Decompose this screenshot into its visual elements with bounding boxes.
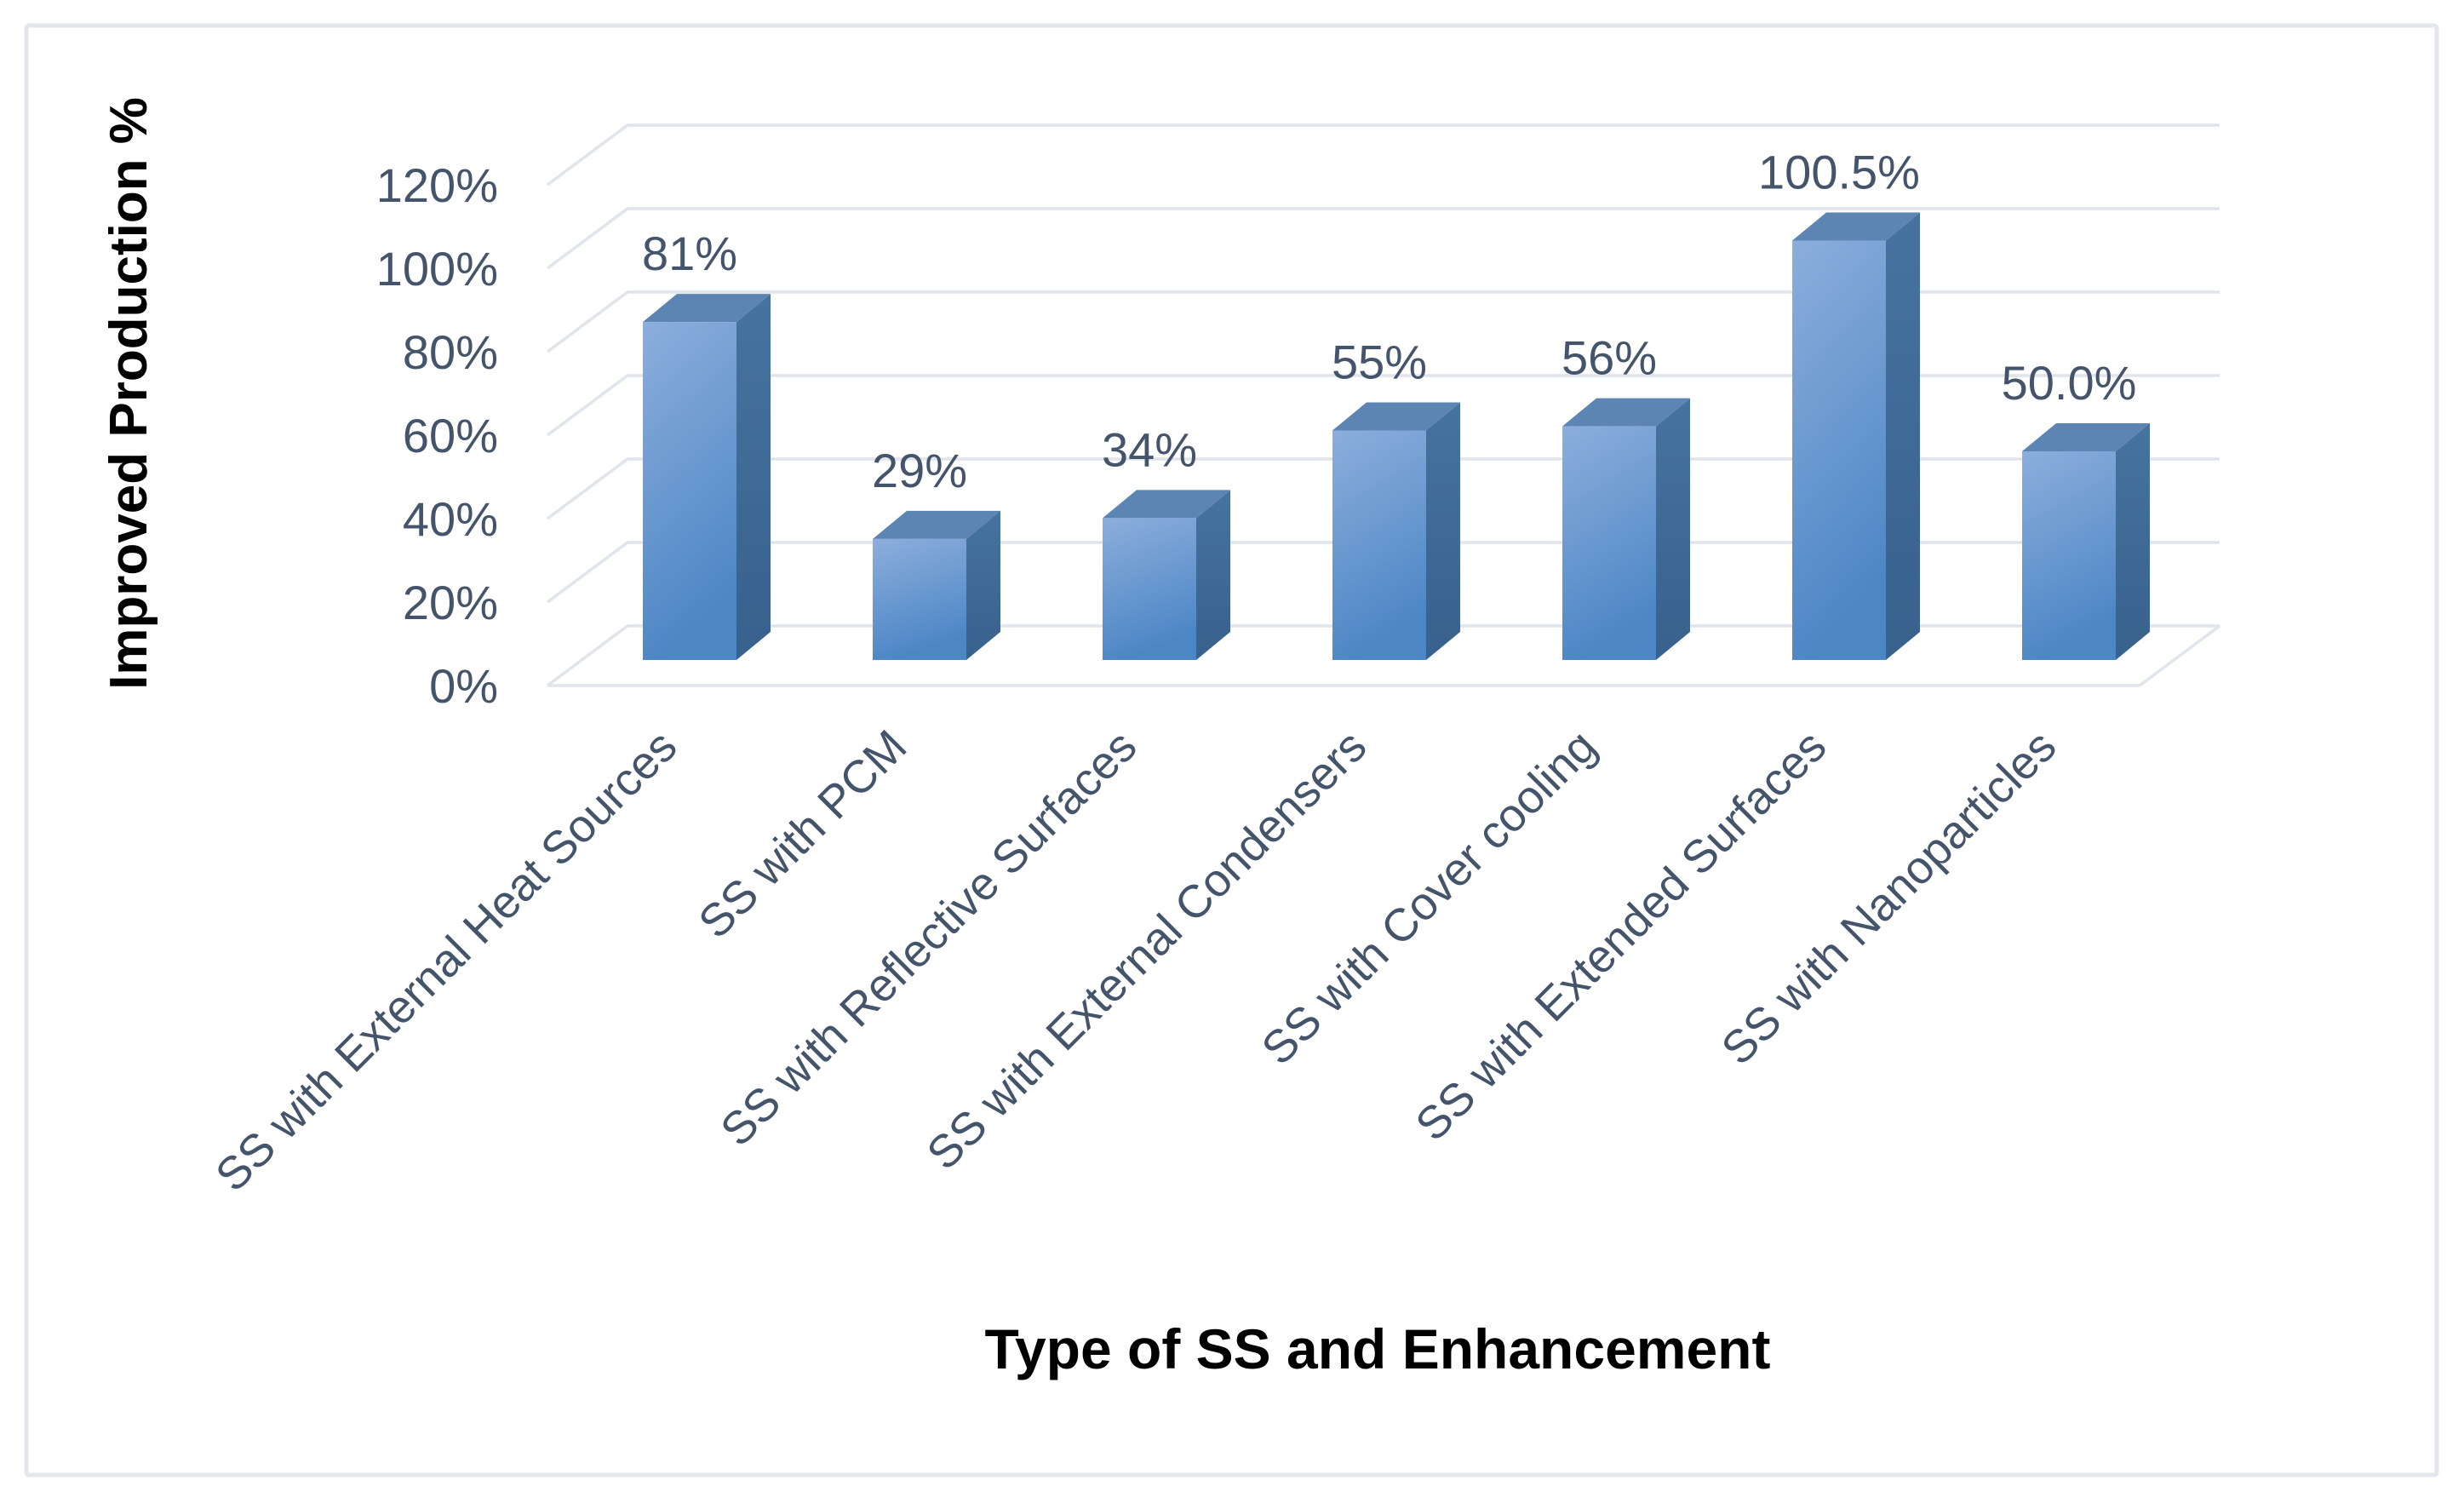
bar-data-label: 56% [1561, 331, 1657, 385]
bar [643, 294, 771, 660]
bar-side-face [736, 294, 771, 660]
bar-top-face [873, 510, 1000, 539]
bar [1332, 402, 1460, 660]
bar-front-face [1103, 518, 1196, 660]
gridline [546, 290, 2220, 353]
bar-side-face [966, 510, 1000, 660]
bar-data-label: 29% [872, 444, 967, 497]
bar-side-face [1886, 212, 1920, 661]
bar-side-face [1196, 490, 1230, 660]
gridline [546, 374, 2220, 437]
bar-front-face [1562, 426, 1656, 660]
floor-layer [547, 624, 2221, 687]
bar-top-face [1792, 212, 1920, 241]
chart-border [24, 23, 2439, 1477]
gridlines-layer [546, 123, 2220, 687]
bar-data-label: 100.5% [1758, 146, 1920, 199]
y-tick-label: 40% [403, 492, 498, 546]
y-tick-label: 0% [429, 659, 498, 713]
y-tick-label: 60% [403, 409, 498, 462]
bar-top-face [1332, 402, 1460, 431]
y-axis-tick-labels-layer: 0% 20% 40% 60% 80% 100% 120% [376, 158, 498, 713]
y-tick-label: 80% [403, 325, 498, 379]
gridline [546, 207, 2220, 270]
y-tick-label: 20% [403, 576, 498, 629]
bar-top-face [643, 294, 771, 323]
bar-data-label: 34% [1102, 422, 1197, 476]
bar-front-face [643, 322, 736, 660]
bar [1562, 398, 1690, 660]
bar [1792, 212, 1920, 661]
bar-top-face [1103, 490, 1230, 519]
y-axis-title: Improved Production % [100, 97, 158, 690]
y-tick-label: 120% [376, 158, 498, 212]
bar-data-label: 50.0% [2002, 356, 2137, 410]
gridline [546, 123, 2220, 186]
bar-front-face [2022, 451, 2116, 660]
bars-layer [643, 212, 2150, 661]
x-axis-title: Type of SS and Enhancement [985, 1317, 1771, 1380]
data-labels-layer: 81% 29% 34% 55% 56% 100.5% 50.0% [642, 146, 2136, 497]
bar-data-label: 55% [1332, 336, 1427, 389]
bar-front-face [1332, 430, 1426, 660]
bar-front-face [1792, 240, 1886, 660]
bar-side-face [1656, 398, 1690, 660]
bar-front-face [873, 538, 966, 660]
floor-right-edge [2138, 624, 2221, 687]
y-tick-label: 100% [376, 242, 498, 295]
bar-side-face [2116, 423, 2150, 660]
bar-side-face [1426, 402, 1460, 660]
bar [873, 510, 1000, 660]
bar-data-label: 81% [642, 227, 737, 280]
bar-top-face [1562, 398, 1690, 427]
bar [2022, 423, 2150, 660]
bar [1103, 490, 1230, 660]
bar-top-face [2022, 423, 2150, 451]
